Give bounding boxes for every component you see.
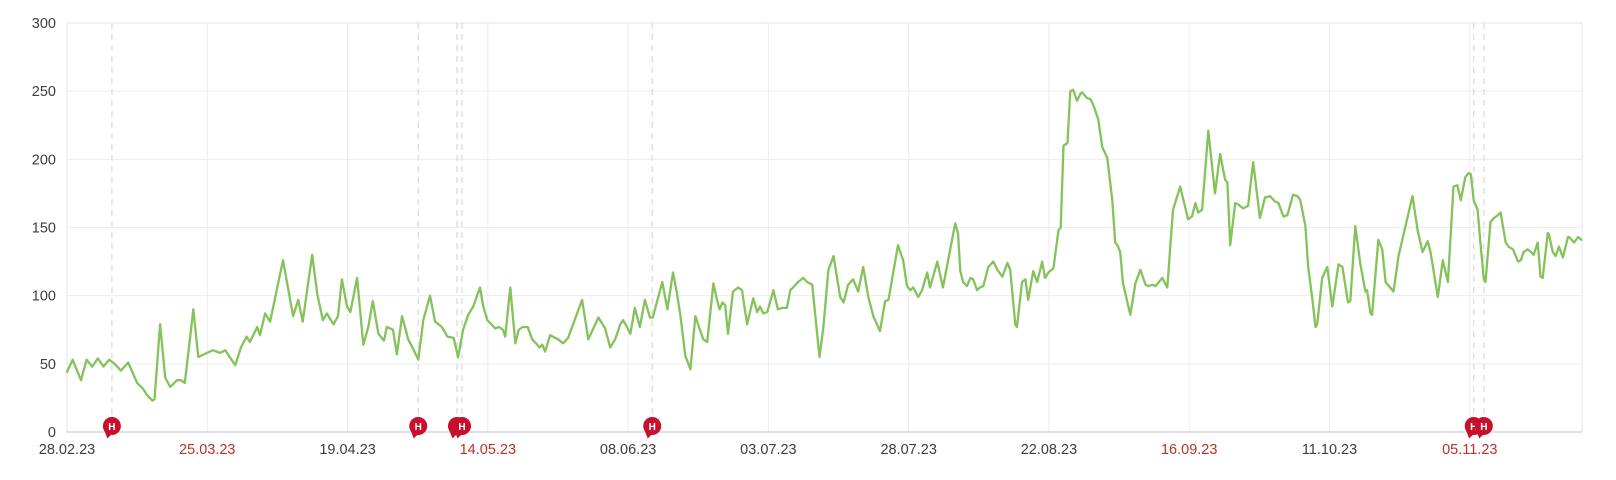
x-axis-label: 28.07.23 — [880, 442, 936, 458]
h-event-marker[interactable]: H — [643, 417, 662, 439]
grid — [66, 22, 1583, 433]
x-axis-label: 25.03.23 — [179, 442, 235, 458]
marker-letter: H — [108, 422, 115, 433]
y-axis-label: 250 — [32, 84, 56, 100]
marker-circle — [643, 417, 662, 435]
x-axis-label: 08.06.23 — [600, 442, 656, 458]
y-axis-labels: 0 50 100 150 200 250 300 — [32, 16, 56, 441]
x-axis-label: 28.02.23 — [39, 442, 95, 458]
x-axis-label: 03.07.23 — [740, 442, 796, 458]
marker-letter: H — [1480, 422, 1487, 433]
marker-letter: H — [415, 422, 422, 433]
h-event-marker[interactable]: H — [453, 417, 472, 439]
marker-circle — [102, 417, 121, 435]
marker-circle — [409, 417, 428, 435]
x-axis-labels: 28.02.23 25.03.23 19.04.23 14.05.23 08.06.23… — [39, 442, 1498, 458]
y-axis-label: 150 — [32, 221, 56, 237]
x-axis-label: 14.05.23 — [460, 442, 516, 458]
h-event-marker[interactable]: H — [102, 417, 121, 439]
y-axis-label: 0 — [48, 425, 56, 441]
y-axis-label: 50 — [40, 357, 56, 373]
x-axis-label: 19.04.23 — [319, 442, 375, 458]
y-axis-label: 300 — [32, 16, 56, 32]
x-axis-label: 22.08.23 — [1021, 442, 1077, 458]
marker-circle — [453, 417, 472, 435]
event-markers: HHHHHHH — [102, 417, 1493, 439]
marker-letter: H — [649, 422, 656, 433]
marker-circle — [1474, 417, 1493, 435]
y-axis-label: 100 — [32, 289, 56, 305]
marker-letter: H — [458, 422, 465, 433]
x-axis-label: 11.10.23 — [1302, 442, 1357, 458]
y-axis-label: 200 — [32, 152, 56, 168]
h-event-marker[interactable]: H — [409, 417, 428, 439]
marker-letter: H — [1470, 422, 1477, 433]
event-guide-lines — [111, 23, 1485, 420]
x-axis-label: 05.11.23 — [1442, 442, 1497, 458]
h-event-marker[interactable]: H — [1474, 417, 1493, 439]
x-axis-label: 16.09.23 — [1161, 442, 1217, 458]
visibility-line — [65, 88, 1583, 402]
